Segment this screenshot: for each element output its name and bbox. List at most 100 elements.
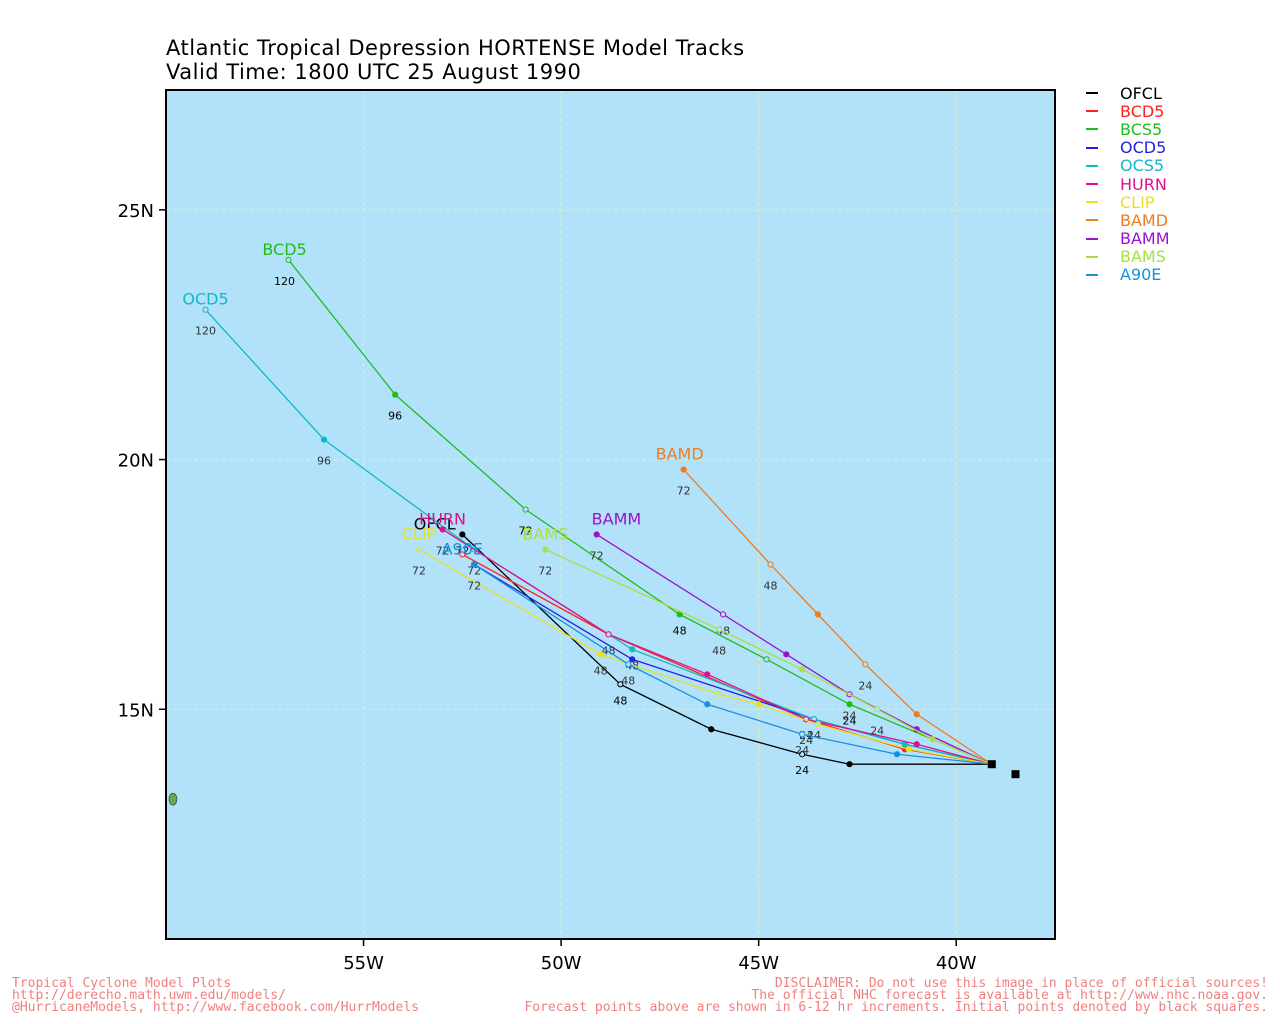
track-point-bcs5 xyxy=(522,506,529,513)
track-point-hurn xyxy=(913,741,920,748)
legend-label: HURN xyxy=(1120,174,1167,194)
forecast-hour-label: 48 xyxy=(613,694,627,707)
track-point-ocs5 xyxy=(202,306,209,313)
track-point-hurn xyxy=(439,526,446,533)
legend-swatch xyxy=(1086,110,1098,113)
track-point-a90e xyxy=(893,751,901,758)
chart-subtitle: Valid Time: 1800 UTC 25 August 1990 xyxy=(166,60,582,84)
track-point-clip xyxy=(597,651,604,658)
track-point-ocd5 xyxy=(629,656,636,663)
legend-swatch xyxy=(1086,128,1098,131)
track-label-bamm: BAMM xyxy=(592,509,642,528)
track-point-clip xyxy=(905,746,912,753)
x-tick-label: 45W xyxy=(738,953,779,974)
track-point-bamd xyxy=(680,466,687,473)
footer-line: DISCLAIMER: Do not use this image in pla… xyxy=(774,976,1268,991)
forecast-hour-label: 72 xyxy=(412,564,426,577)
plot-frame xyxy=(165,89,1056,940)
forecast-hour-label: 72 xyxy=(436,544,450,557)
track-point-bamd xyxy=(767,561,774,568)
forecast-hour-label: 120 xyxy=(195,325,216,338)
track-label-bamd: BAMD xyxy=(656,445,704,464)
forecast-hour-label: 72 xyxy=(677,485,691,498)
forecast-hour-label: 48 xyxy=(621,674,635,687)
legend-item-bams: BAMS xyxy=(1086,247,1170,266)
chart-title: Atlantic Tropical Depression HORTENSE Mo… xyxy=(166,36,745,60)
legend-label: OCD5 xyxy=(1120,138,1167,158)
legend-swatch xyxy=(1086,219,1098,222)
legend-item-hurn: HURN xyxy=(1086,174,1170,194)
track-point-hurn xyxy=(704,671,711,678)
track-point-bams xyxy=(929,736,936,743)
legend-item-ofcl: OFCL xyxy=(1086,83,1170,103)
track-point-ocs5 xyxy=(320,436,328,443)
track-point-ofcl xyxy=(708,726,715,733)
legend-label: BAMD xyxy=(1120,210,1169,230)
track-point-ofcl xyxy=(846,761,853,768)
legend-item-bamd: BAMD xyxy=(1086,210,1170,230)
track-point-bamm xyxy=(720,611,727,618)
y-tick-label: 25N xyxy=(118,201,154,222)
y-tick-label: 20N xyxy=(118,451,154,472)
track-point-bamd xyxy=(862,661,869,668)
track-point-bcs5 xyxy=(392,391,399,398)
forecast-hour-label: 72 xyxy=(467,564,481,577)
footer-credits: Tropical Cyclone Model Plots http://dere… xyxy=(12,977,419,1014)
legend-label: BCD5 xyxy=(1120,101,1165,121)
plot-area xyxy=(166,90,1055,939)
track-label-bcs5: BCD5 xyxy=(262,240,306,259)
legend-label: OCS5 xyxy=(1120,156,1165,176)
land-island xyxy=(168,792,178,806)
track-point-a90e xyxy=(704,701,711,708)
track-point-bams xyxy=(716,626,723,633)
track-point-bcd5 xyxy=(459,551,466,558)
track-point-bamm xyxy=(593,531,600,538)
footer-line: Forecast points above are shown in 6-12 … xyxy=(524,1000,1268,1015)
legend-label: CLIP xyxy=(1120,192,1155,212)
legend-swatch xyxy=(1086,201,1098,204)
forecast-hour-label: 48 xyxy=(712,644,726,657)
forecast-hour-label: 24 xyxy=(870,724,884,737)
legend-label: BAMM xyxy=(1120,229,1170,249)
track-point-bams xyxy=(874,706,881,713)
track-point-ofcl xyxy=(617,681,624,688)
track-point-hurn xyxy=(605,631,612,638)
legend-label: A90E xyxy=(1120,265,1162,285)
forecast-hour-label: 72 xyxy=(519,524,533,537)
legend-item-bamm: BAMM xyxy=(1086,229,1170,249)
legend-swatch xyxy=(1086,146,1098,149)
track-line-a90e xyxy=(473,563,992,765)
forecast-hour-label: 72 xyxy=(467,579,481,592)
forecast-hour-label: 24 xyxy=(795,764,809,777)
track-line-bams xyxy=(545,548,993,765)
legend-item-a90e: A90E xyxy=(1086,265,1170,285)
legend-label: BCS5 xyxy=(1120,119,1163,139)
forecast-hour-label: 24 xyxy=(807,729,821,742)
initial-point-marker xyxy=(1011,770,1020,779)
legend-swatch xyxy=(1086,273,1098,276)
legend: OFCL BCD5 BCS5 OCD5 OCS5 HURN CLIP BAMD BAMM BAMS… xyxy=(1086,84,1170,284)
track-line-bamd xyxy=(683,469,993,765)
forecast-hour-label: 48 xyxy=(764,579,778,592)
x-tick-label: 50W xyxy=(541,953,582,974)
track-point-bams xyxy=(799,666,806,673)
initial-point-marker xyxy=(987,760,996,769)
track-point-ocs5 xyxy=(629,646,636,653)
footer-line: The official NHC forecast is available a… xyxy=(751,988,1268,1003)
forecast-hour-label: 24 xyxy=(843,714,857,727)
forecast-hour-label: 120 xyxy=(274,275,295,288)
track-point-bamd xyxy=(913,711,920,718)
track-label-clip: CLIP xyxy=(402,524,437,543)
track-point-bcs5 xyxy=(285,256,292,263)
legend-label: OFCL xyxy=(1120,83,1162,103)
track-point-clip xyxy=(814,721,822,728)
y-tick-label: 15N xyxy=(118,700,154,721)
track-point-bcs5 xyxy=(763,656,770,663)
forecast-hour-label: 96 xyxy=(317,455,331,468)
forecast-hour-label: 72 xyxy=(455,544,469,557)
legend-item-ocd5: OCD5 xyxy=(1086,138,1170,158)
legend-item-bcs5: BCS5 xyxy=(1086,119,1170,139)
footer-line: http://derecho.math.uwm.edu/models/ xyxy=(12,988,286,1003)
legend-swatch xyxy=(1086,255,1098,258)
